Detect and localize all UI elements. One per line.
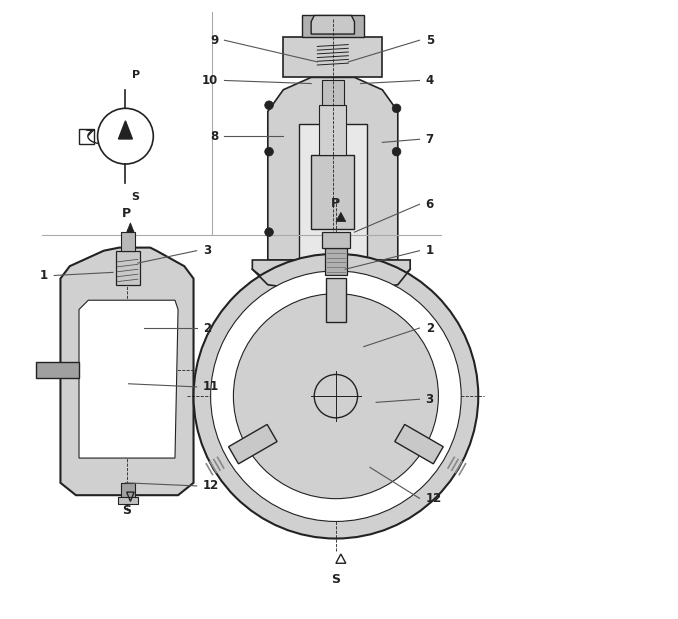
Circle shape	[66, 300, 184, 418]
Polygon shape	[228, 425, 277, 464]
Text: P: P	[332, 197, 340, 210]
Polygon shape	[326, 278, 346, 322]
Text: S: S	[332, 573, 340, 586]
Bar	[322, 232, 350, 248]
Text: 4: 4	[426, 74, 434, 87]
Text: S: S	[132, 192, 140, 202]
Text: 2: 2	[203, 321, 211, 335]
Circle shape	[211, 271, 461, 521]
Bar	[283, 37, 382, 77]
Bar	[116, 251, 140, 285]
Bar	[299, 124, 367, 260]
Text: 9: 9	[210, 33, 218, 47]
Polygon shape	[60, 248, 193, 495]
Text: 1: 1	[40, 269, 48, 282]
Text: 10: 10	[202, 74, 218, 87]
Text: 12: 12	[426, 491, 442, 505]
Bar	[121, 483, 135, 498]
Polygon shape	[79, 300, 178, 458]
Bar	[321, 80, 344, 105]
Text: S: S	[122, 504, 131, 517]
Bar	[325, 248, 347, 275]
Circle shape	[325, 260, 340, 275]
Text: 8: 8	[210, 129, 218, 143]
Text: 3: 3	[426, 392, 434, 406]
Text: 2: 2	[426, 321, 434, 335]
Circle shape	[393, 104, 401, 113]
Circle shape	[98, 108, 153, 164]
Polygon shape	[127, 223, 134, 232]
Text: 11: 11	[203, 380, 219, 394]
Polygon shape	[336, 212, 346, 222]
Bar	[118, 497, 138, 504]
Text: 7: 7	[426, 132, 434, 146]
Text: Hydrotech: Hydrotech	[227, 330, 439, 363]
Text: 6: 6	[426, 197, 434, 211]
Circle shape	[314, 374, 357, 418]
Text: P: P	[132, 71, 140, 80]
Text: P: P	[122, 207, 132, 220]
Polygon shape	[252, 260, 410, 282]
Polygon shape	[119, 121, 132, 139]
Polygon shape	[311, 15, 355, 34]
Bar	[36, 362, 79, 378]
Polygon shape	[268, 77, 398, 260]
Circle shape	[233, 293, 439, 499]
Bar	[319, 105, 346, 155]
Circle shape	[393, 147, 401, 156]
Circle shape	[193, 254, 478, 539]
Text: 12: 12	[203, 479, 219, 493]
Circle shape	[264, 228, 273, 236]
Bar	[79, 129, 94, 144]
Text: 3: 3	[203, 244, 211, 258]
Circle shape	[264, 101, 273, 110]
Text: 1: 1	[426, 244, 434, 258]
Bar	[121, 232, 135, 251]
Polygon shape	[395, 425, 443, 464]
Text: 5: 5	[426, 33, 434, 47]
Bar	[302, 15, 364, 37]
Bar	[311, 155, 355, 229]
Circle shape	[264, 147, 273, 156]
